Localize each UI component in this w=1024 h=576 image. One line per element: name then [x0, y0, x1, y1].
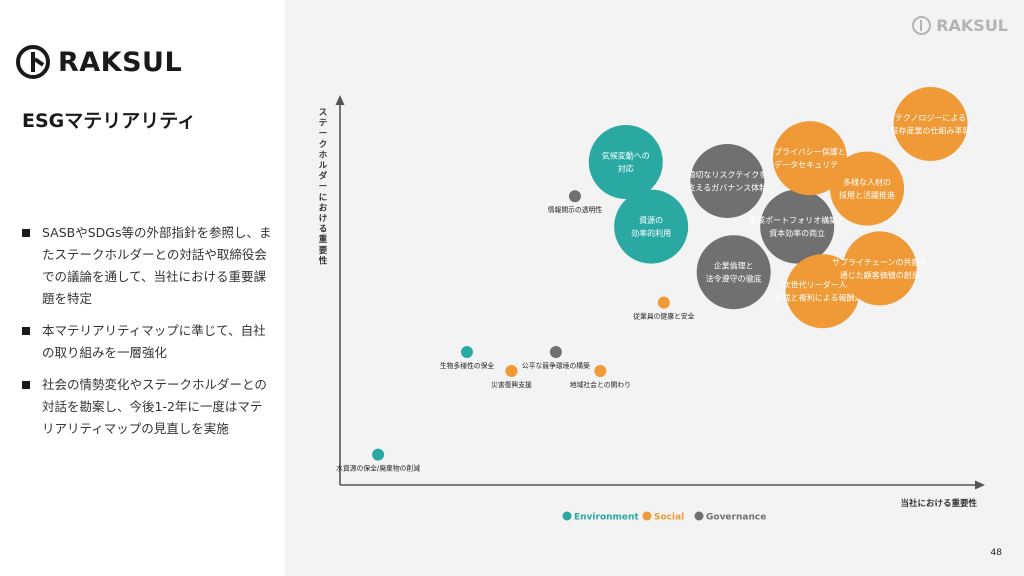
bubble-label: 多様な人材の: [843, 177, 891, 187]
logo-text: RAKSUL: [58, 46, 183, 78]
left-panel: RAKSUL ESGマテリアリティ SASBやSDGs等の外部指針を参照し、また…: [0, 0, 285, 576]
dot-environment: [461, 346, 473, 358]
y-axis-label-char: に: [319, 193, 328, 203]
legend-label: Environment: [574, 513, 639, 523]
bubble-label: 採用と活躍推進: [839, 190, 895, 200]
y-axis-label-char: お: [319, 203, 328, 213]
bubble-label: データセキュリティ: [774, 160, 846, 170]
y-axis-label-char: け: [319, 214, 328, 224]
bubble-label: 効率的利用: [631, 228, 671, 238]
page-title: ESGマテリアリティ: [22, 110, 197, 132]
dot-label: 生物多様性の保全: [440, 361, 495, 370]
bubble-label: サプライチェーンの共創を: [832, 257, 928, 267]
bullet-text: SASBやSDGs等の外部指針を参照し、またステークホルダーとの対話や取締役会で…: [42, 225, 272, 306]
bubble-label: 育成と複利による報酬還元: [775, 293, 871, 303]
bullet-item: 社会の情勢変化やステークホルダーとの対話を勘案し、今後1-2年に一度はマテリアリ…: [22, 374, 272, 440]
bullet-text: 本マテリアリティマップに準じて、自社の取り組みを一層強化: [42, 323, 266, 360]
bullet-list: SASBやSDGs等の外部指針を参照し、またステークホルダーとの対話や取締役会で…: [22, 222, 272, 450]
bubble-label: 次世代リーダー人材の: [783, 280, 863, 290]
x-axis-arrow-icon: [975, 480, 985, 490]
bubble-social: [893, 87, 968, 161]
y-axis-label-char: 性: [319, 255, 328, 266]
dot-label: 従業員の健康と安全: [633, 312, 694, 321]
y-axis-label-char: ダ: [319, 171, 328, 182]
y-axis-label-char: ホ: [319, 150, 328, 160]
dot-label: 情報開示の透明性: [548, 205, 603, 214]
dot-governance: [549, 346, 562, 358]
page-number: 48: [990, 548, 1002, 558]
y-axis-label-char: ー: [319, 182, 328, 192]
bubble-social: [772, 121, 847, 196]
bubble-label: 通じた顧客価値の創造: [840, 270, 920, 280]
dot-social: [657, 296, 670, 309]
bubble-label: 企業倫理と: [714, 261, 754, 271]
bubble-governance: [690, 144, 765, 218]
dot-social: [505, 365, 518, 377]
bubble-social: [842, 231, 917, 306]
bubble-social: [785, 254, 860, 329]
square-bullet-icon: [22, 229, 30, 237]
bullet-text: 社会の情勢変化やステークホルダーとの対話を勘案し、今後1-2年に一度はマテリアリ…: [42, 377, 267, 436]
dot-label: 災害復興支援: [491, 380, 532, 389]
dot-label: 公平な競争環境の構築: [522, 361, 590, 370]
legend-label: Governance: [706, 513, 766, 523]
bullet-item: 本マテリアリティマップに準じて、自社の取り組みを一層強化: [22, 320, 272, 364]
y-axis-arrow-icon: [335, 95, 345, 105]
bubble-label: 適切なリスクテイクを: [687, 170, 767, 180]
materiality-map-chart: ステークホルダーにおける重要性当社における重要性水資源の保全/廃棄物の削減生物多…: [319, 87, 985, 523]
bubble-label: 資本効率の両立: [769, 228, 825, 238]
bubble-governance: [760, 189, 835, 264]
bubble-label: 法令遵守の徹底: [706, 274, 762, 284]
bubble-social: [830, 151, 905, 226]
bubble-label: テクノロジーによる: [895, 114, 966, 123]
y-axis-label-char: テ: [319, 119, 328, 129]
raksul-logo-icon: [16, 45, 50, 79]
legend-label: Social: [654, 513, 684, 523]
y-axis-label-char: ー: [319, 129, 328, 139]
bubble-environment: [588, 125, 663, 199]
y-axis-label-char: 重: [319, 234, 328, 245]
bubble-label: プライバシー保護と: [774, 147, 846, 157]
y-axis-label-char: る: [319, 225, 328, 235]
y-axis-label-char: ル: [319, 161, 328, 171]
bubble-governance: [696, 235, 771, 310]
legend-marker-environment: [562, 511, 572, 521]
bubble-label: 資源の: [639, 215, 663, 225]
dot-label: 水資源の保全/廃棄物の削減: [336, 464, 420, 473]
dot-governance: [568, 190, 581, 203]
bubble-label: 事業ポートフォリオ構築と: [749, 215, 845, 225]
corner-logo: RAKSUL: [912, 16, 1008, 35]
square-bullet-icon: [22, 381, 30, 389]
bubble-environment: [614, 189, 689, 264]
legend-marker-governance: [694, 511, 704, 521]
bubble-label: 支えるガバナンス体制: [688, 183, 768, 193]
bullet-item: SASBやSDGs等の外部指針を参照し、またステークホルダーとの対話や取締役会で…: [22, 222, 272, 310]
bubble-label: 対応: [618, 164, 634, 174]
raksul-corner-logo-icon: [912, 16, 932, 35]
bubble-label: 気候変動への: [602, 151, 650, 161]
corner-logo-text: RAKSUL: [936, 16, 1008, 35]
y-axis-label-char: ス: [319, 108, 328, 118]
dot-label: 地域社会との関わり: [570, 380, 631, 389]
dot-environment: [372, 448, 385, 461]
y-axis-label-char: 要: [319, 245, 328, 256]
bubble-label: 既存産業の仕組み革新: [891, 126, 971, 136]
x-axis-label: 当社における重要性: [900, 498, 977, 509]
legend-marker-social: [642, 511, 652, 521]
dot-social: [594, 365, 607, 377]
y-axis-label-char: ク: [319, 139, 328, 150]
square-bullet-icon: [22, 327, 30, 335]
raksul-logo: RAKSUL: [16, 45, 182, 79]
